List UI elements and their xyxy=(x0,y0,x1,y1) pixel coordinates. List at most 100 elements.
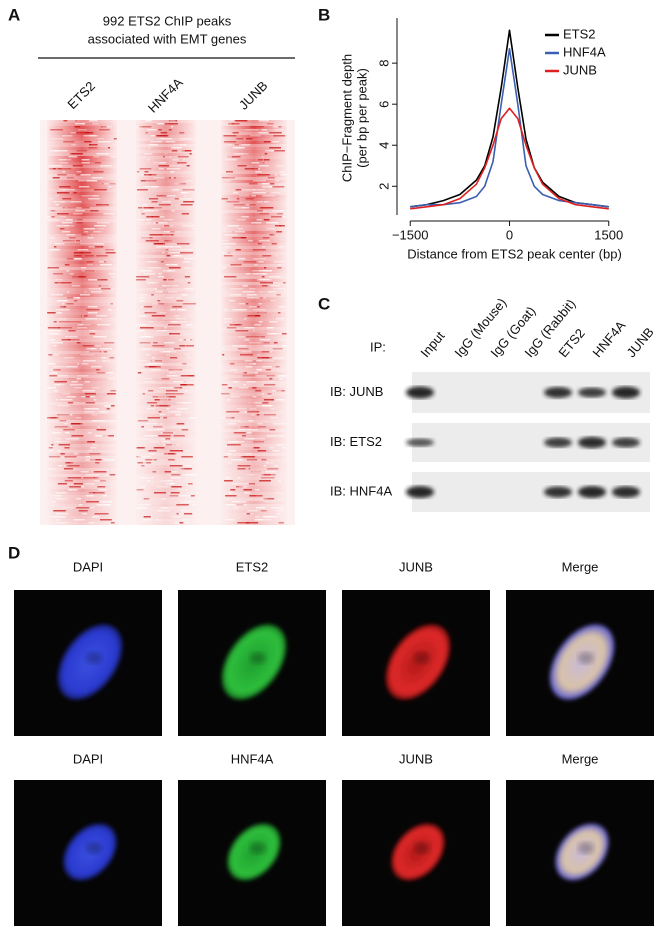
heatmap-row xyxy=(47,432,117,435)
heatmap-noise xyxy=(260,207,274,209)
heatmap-noise xyxy=(53,345,57,347)
x-tick-label: −1500 xyxy=(392,227,429,242)
heatmap-noise xyxy=(49,249,60,251)
heatmap-noise xyxy=(239,483,248,485)
heatmap-row xyxy=(47,189,117,192)
heatmap-noise xyxy=(162,510,171,512)
heatmap-noise xyxy=(62,198,72,200)
heatmap-noise xyxy=(68,336,78,338)
heatmap-noise xyxy=(158,435,171,437)
heatmap-noise xyxy=(248,306,257,308)
heatmap-noise xyxy=(251,438,265,440)
heatmap-noise xyxy=(92,516,100,518)
heatmap-noise xyxy=(223,228,227,230)
heatmap-noise xyxy=(224,141,237,143)
heatmap-noise xyxy=(146,408,156,410)
heatmap-noise xyxy=(147,402,158,404)
heatmap-noise xyxy=(265,462,270,464)
heatmap-row xyxy=(221,225,287,228)
heatmap-noise xyxy=(145,240,159,242)
heatmap-noise xyxy=(159,312,167,314)
heatmap-noise xyxy=(176,162,187,164)
heatmap-noise xyxy=(180,252,194,254)
heatmap-noise xyxy=(97,138,105,140)
heatmap-noise xyxy=(184,276,190,278)
heatmap-noise xyxy=(47,387,56,389)
heatmap-row xyxy=(47,438,117,441)
heatmap-noise xyxy=(151,360,155,362)
heatmap-noise xyxy=(140,486,145,488)
heatmap-noise xyxy=(270,141,280,143)
heatmap-noise xyxy=(244,360,253,362)
heatmap-row xyxy=(136,249,196,252)
heatmap-noise xyxy=(178,159,184,161)
heatmap-noise xyxy=(165,264,178,266)
heatmap-noise xyxy=(63,429,75,431)
heatmap-noise xyxy=(263,300,277,302)
heatmap-noise xyxy=(62,393,71,395)
heatmap-noise xyxy=(159,351,170,353)
heatmap-noise xyxy=(60,453,65,455)
heatmap-noise xyxy=(140,174,145,176)
heatmap-noise xyxy=(64,225,75,227)
heatmap-noise xyxy=(52,501,56,503)
heatmap-noise xyxy=(228,492,233,494)
heatmap-noise xyxy=(248,438,256,440)
heatmap-noise xyxy=(222,249,228,251)
heatmap-noise xyxy=(162,444,175,446)
heatmap-noise xyxy=(67,339,80,341)
heatmap-noise xyxy=(163,417,168,419)
heatmap-row xyxy=(136,501,196,504)
heatmap-noise xyxy=(93,471,107,473)
heatmap-row xyxy=(221,141,287,144)
heatmap-noise xyxy=(176,423,185,425)
heatmap-noise xyxy=(282,282,286,284)
heatmap-noise xyxy=(280,171,285,173)
heatmap-noise xyxy=(252,270,265,272)
heatmap-noise xyxy=(76,150,88,152)
heatmap-noise xyxy=(253,447,260,449)
heatmap-noise xyxy=(148,144,158,146)
heatmap-row xyxy=(136,153,196,156)
heatmap-noise xyxy=(179,144,187,146)
heatmap-noise xyxy=(180,192,190,194)
heatmap-noise xyxy=(263,465,267,467)
heatmap-noise xyxy=(148,174,157,176)
heatmap-noise xyxy=(52,177,60,179)
heatmap-noise xyxy=(57,483,68,485)
heatmap-row xyxy=(47,480,117,483)
heatmap-noise xyxy=(243,489,255,491)
heatmap-noise xyxy=(165,408,170,410)
heatmap-noise xyxy=(264,153,268,155)
heatmap-row xyxy=(136,468,196,471)
heatmap-noise xyxy=(187,375,194,377)
heatmap-noise xyxy=(225,180,231,182)
heatmap-noise xyxy=(71,153,83,155)
heatmap-noise xyxy=(53,510,66,512)
heatmap-noise xyxy=(73,483,83,485)
heatmap-noise xyxy=(242,435,247,437)
heatmap-row xyxy=(47,495,117,498)
heatmap-noise xyxy=(48,456,61,458)
heatmap-noise xyxy=(142,420,146,422)
heatmap-noise xyxy=(109,357,115,359)
blot-band xyxy=(578,486,606,498)
heatmap-noise xyxy=(182,474,185,476)
heatmap-noise xyxy=(236,198,240,200)
heatmap-noise xyxy=(83,231,89,233)
heatmap-noise xyxy=(254,519,263,521)
heatmap-noise xyxy=(276,231,283,233)
heatmap-noise xyxy=(240,456,255,458)
heatmap-noise xyxy=(265,150,276,152)
heatmap-noise xyxy=(155,135,167,137)
heatmap-noise xyxy=(71,201,82,203)
heatmap-noise xyxy=(85,402,95,404)
heatmap-noise xyxy=(87,351,100,353)
heatmap-noise xyxy=(230,264,242,266)
heatmap-noise xyxy=(150,369,161,371)
heatmap-row xyxy=(136,240,196,243)
heatmap-noise xyxy=(47,327,61,329)
heatmap-row xyxy=(47,168,117,171)
heatmap-noise xyxy=(78,129,87,131)
heatmap-noise xyxy=(259,270,273,272)
